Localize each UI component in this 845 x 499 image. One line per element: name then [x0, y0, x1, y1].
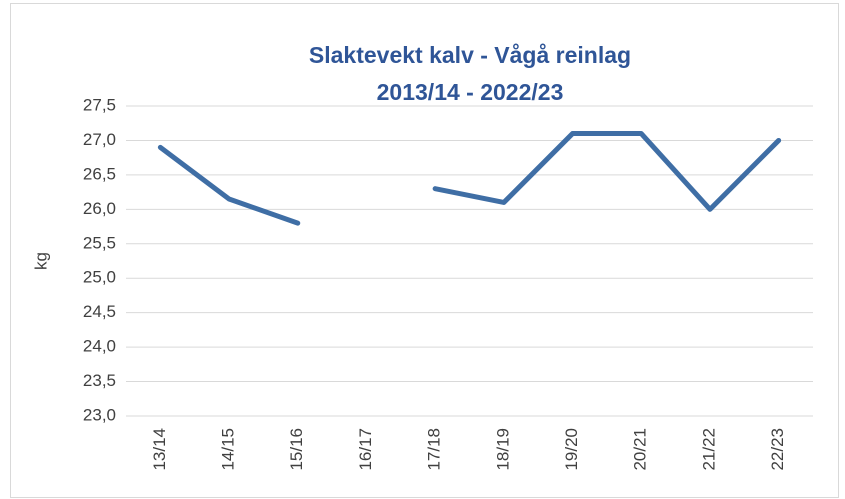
- y-tick-label: 26,5: [83, 164, 116, 183]
- y-tick-label: 25,5: [83, 233, 116, 252]
- chart-title: Slaktevekt kalv - Vågå reinlag: [309, 42, 631, 68]
- y-tick-label: 24,0: [83, 337, 116, 356]
- data-line: [157, 131, 782, 226]
- x-tick-label: 18/19: [493, 428, 512, 471]
- y-tick-label: 25,0: [83, 268, 116, 287]
- x-tick-label: 17/18: [425, 428, 444, 471]
- y-tick-label: 23,0: [83, 405, 116, 424]
- y-tick-label: 27,0: [83, 130, 116, 149]
- y-tick-label: 24,5: [83, 302, 116, 321]
- x-tick-label: 22/23: [768, 428, 787, 471]
- x-tick-label: 15/16: [287, 428, 306, 471]
- x-tick-label: 14/15: [219, 428, 238, 471]
- y-tick-label: 23,5: [83, 371, 116, 390]
- x-tick-label: 19/20: [562, 428, 581, 471]
- x-tick-label: 13/14: [150, 428, 169, 471]
- chart-title: 2013/14 - 2022/23: [377, 79, 564, 105]
- x-tick-label: 21/22: [699, 428, 718, 471]
- chart-border: [10, 3, 839, 498]
- x-tick-label: 16/17: [356, 428, 375, 471]
- y-tick-label: 27,5: [83, 95, 116, 114]
- y-tick-label: 26,0: [83, 199, 116, 218]
- y-axis-label: kg: [31, 252, 50, 270]
- x-tick-label: 20/21: [631, 428, 650, 471]
